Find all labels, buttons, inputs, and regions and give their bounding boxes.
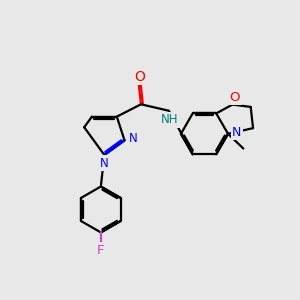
Text: N: N bbox=[128, 132, 137, 146]
Text: N: N bbox=[99, 157, 108, 170]
Text: F: F bbox=[97, 244, 104, 256]
Text: NH: NH bbox=[161, 113, 178, 126]
Text: N: N bbox=[232, 126, 242, 139]
Text: O: O bbox=[230, 91, 240, 104]
Text: O: O bbox=[135, 70, 146, 84]
